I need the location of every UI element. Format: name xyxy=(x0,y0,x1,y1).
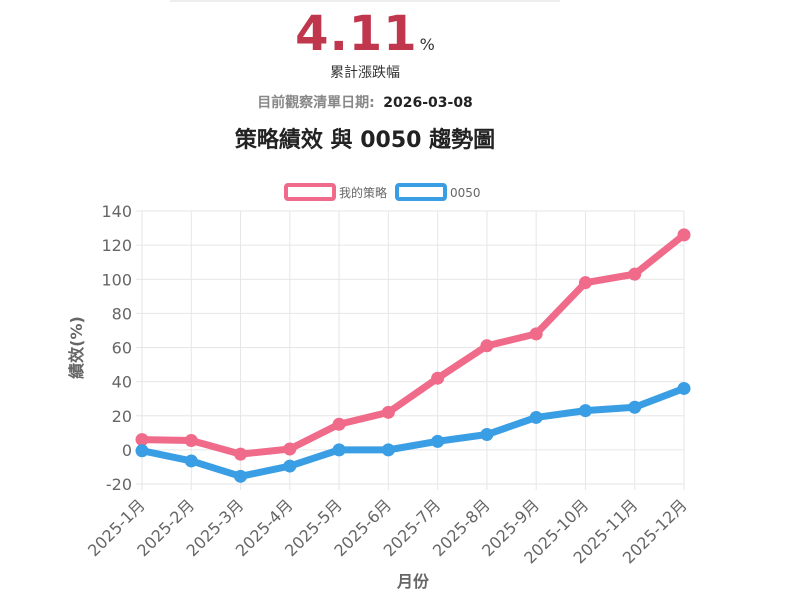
performance-line-chart: 我的策略 0050 -20 0 20 40 60 80 100 120 140 2025-1月20… xyxy=(67,183,691,591)
legend-label: 0050 xyxy=(450,186,481,200)
data-point[interactable] xyxy=(677,228,691,242)
top-divider xyxy=(170,0,560,2)
series-line xyxy=(138,384,688,480)
legend-label: 我的策略 xyxy=(339,185,387,200)
data-point[interactable] xyxy=(578,404,592,418)
legend-item[interactable]: 我的策略 xyxy=(284,183,387,201)
data-point[interactable] xyxy=(283,459,297,473)
y-tick-label: 20 xyxy=(112,407,132,426)
data-point[interactable] xyxy=(381,405,395,419)
data-point[interactable] xyxy=(628,267,642,281)
x-axis: 2025-1月2025-2月2025-3月2025-4月2025-5月2025-… xyxy=(84,495,691,567)
legend-swatch xyxy=(284,183,336,201)
y-axis: -20 0 20 40 60 80 100 120 140 xyxy=(101,202,132,494)
data-point[interactable] xyxy=(529,410,543,424)
chart-title: 策略績效 與 0050 趨勢圖 xyxy=(234,128,496,153)
cumulative-return-unit: % xyxy=(419,35,435,54)
y-axis-title: 績效(%) xyxy=(67,316,86,379)
watchlist-date-label: 目前觀察清單日期: xyxy=(257,95,375,111)
y-tick-label: 140 xyxy=(101,202,132,221)
data-point[interactable] xyxy=(283,442,297,456)
data-point[interactable] xyxy=(578,276,592,290)
series-2 xyxy=(135,381,691,483)
data-point[interactable] xyxy=(431,371,445,385)
cumulative-return-label: 累計漲跌幅 xyxy=(330,65,400,81)
x-axis-title: 月份 xyxy=(396,572,430,591)
data-point[interactable] xyxy=(381,443,395,457)
series-line xyxy=(138,231,688,458)
legend: 我的策略 0050 xyxy=(284,183,481,201)
data-point[interactable] xyxy=(332,417,346,431)
y-tick-label: 120 xyxy=(101,236,132,255)
y-tick-label: 60 xyxy=(112,339,132,358)
cumulative-return: 4.11% xyxy=(0,6,730,62)
data-point[interactable] xyxy=(431,434,445,448)
cumulative-return-value: 4.11 xyxy=(295,6,418,62)
watchlist-date: 目前觀察清單日期: 2026-03-08 xyxy=(0,92,730,112)
y-tick-label: 100 xyxy=(101,270,132,289)
data-point[interactable] xyxy=(677,381,691,395)
legend-item[interactable]: 0050 xyxy=(395,183,481,201)
data-point[interactable] xyxy=(184,433,198,447)
data-point[interactable] xyxy=(628,400,642,414)
data-point[interactable] xyxy=(480,339,494,353)
watchlist-date-value: 2026-03-08 xyxy=(383,95,473,111)
y-tick-label: 0 xyxy=(122,441,132,460)
data-point[interactable] xyxy=(135,433,149,447)
legend-swatch xyxy=(395,183,447,201)
series-group xyxy=(135,228,691,483)
data-point[interactable] xyxy=(135,444,149,458)
data-point[interactable] xyxy=(529,327,543,341)
y-tick-label: -20 xyxy=(106,475,132,494)
y-tick-label: 40 xyxy=(112,373,132,392)
data-point[interactable] xyxy=(234,447,248,461)
data-point[interactable] xyxy=(332,443,346,457)
data-point[interactable] xyxy=(234,469,248,483)
data-point[interactable] xyxy=(480,428,494,442)
y-tick-label: 80 xyxy=(112,304,132,323)
series-1 xyxy=(135,228,691,461)
data-point[interactable] xyxy=(184,454,198,468)
